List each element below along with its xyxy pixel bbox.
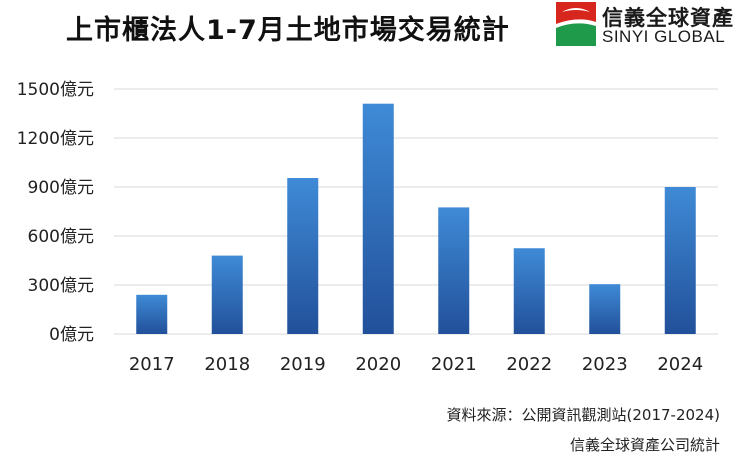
bar-2022 — [513, 248, 545, 334]
bar-2019 — [287, 178, 319, 334]
y-tick-label: 900億元 — [28, 178, 94, 198]
bar-2017 — [136, 294, 168, 334]
bars — [136, 103, 696, 334]
x-tick-label: 2018 — [204, 354, 250, 375]
source-note: 資料來源：公開資訊觀測站(2017-2024) — [446, 406, 720, 424]
bar-2021 — [438, 207, 470, 334]
bar-2023 — [589, 284, 621, 334]
bar-2024 — [664, 187, 696, 334]
bar-2018 — [211, 255, 243, 334]
y-tick-label: 1500億元 — [17, 80, 94, 100]
sinyi-logo-icon — [556, 2, 596, 46]
statistics-credit: 信義全球資產公司統計 — [569, 436, 720, 454]
y-axis-labels: 0億元 300億元 600億元 900億元 1200億元 1500億元 — [17, 80, 94, 345]
x-tick-label: 2021 — [431, 354, 477, 375]
grid-lines — [114, 88, 718, 335]
chart-title: 上市櫃法人1-7月土地市場交易統計 — [66, 15, 510, 46]
bar-2020 — [362, 103, 394, 334]
logo-name-cn: 信義全球資產 — [602, 6, 734, 30]
y-tick-label: 0億元 — [49, 325, 94, 345]
x-tick-label: 2023 — [582, 354, 628, 375]
x-tick-label: 2020 — [355, 354, 401, 375]
x-tick-label: 2022 — [506, 354, 552, 375]
x-axis-labels: 2017 2018 2019 2020 2021 2022 2023 2024 — [129, 354, 703, 375]
x-tick-label: 2024 — [657, 354, 703, 375]
y-tick-label: 1200億元 — [17, 129, 94, 149]
logo-name-en: SINYI GLOBAL — [602, 27, 726, 46]
x-tick-label: 2019 — [280, 354, 326, 375]
sinyi-global-logo: 信義全球資產 SINYI GLOBAL — [556, 2, 742, 48]
y-tick-label: 600億元 — [28, 227, 94, 247]
x-tick-label: 2017 — [129, 354, 175, 375]
y-tick-label: 300億元 — [28, 276, 94, 296]
